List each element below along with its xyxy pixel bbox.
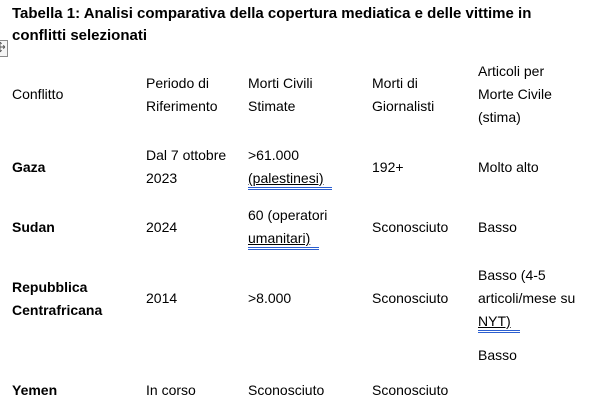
table-row: Repubblica Centrafricana 2014 >8.000 Sco…	[12, 257, 607, 340]
cell-conflitto: Sudan	[12, 218, 55, 235]
cell-articoli: Basso	[478, 218, 517, 235]
umanitari-link[interactable]: umanitari)	[248, 230, 320, 250]
header-row: Conflitto Periodo di Riferimento Morti C…	[12, 52, 607, 137]
articoli-text: Basso	[478, 347, 517, 363]
cell-conflitto: Yemen	[12, 381, 58, 398]
cell-morti-civili: Sconosciuto	[248, 381, 325, 398]
cell-morti-civili: >8.000	[248, 290, 292, 306]
column-header-conflitto: Conflitto	[12, 86, 64, 102]
move-cross-icon	[0, 40, 6, 58]
articoli-text: Basso (4-5 articoli/mese su	[478, 267, 576, 306]
cell-articoli: Basso (4-5 articoli/mese su NYT)	[478, 257, 607, 340]
cell-periodo: 2024	[146, 218, 178, 235]
table-row: Sudan 2024 60 (operatori umanitari) Scon…	[12, 197, 607, 257]
cell-morti-civili: >61.000 (palestinesi)	[248, 137, 372, 197]
column-header-morti-giornalisti: Morti di Giornalisti	[372, 74, 435, 114]
column-header-articoli: Articoli per Morte Civile (stima)	[478, 63, 552, 125]
cell-morti-giornalisti: Sconosciuto	[372, 218, 449, 235]
morti-civili-text: 60 (operatori	[248, 207, 328, 223]
cell-morti-giornalisti: Sconosciuto	[372, 290, 449, 306]
cell-conflitto: Repubblica Centrafricana	[12, 278, 103, 318]
table-row: Gaza Dal 7 ottobre 2023 >61.000 (palesti…	[12, 137, 607, 197]
cell-morti-giornalisti: Sconosciuto	[372, 381, 449, 398]
palestinesi-link-label: (palestinesi)	[248, 170, 324, 186]
umanitari-link-label: umanitari)	[248, 230, 311, 246]
cell-articoli: Molto alto	[478, 158, 539, 175]
table-row: Yemen In corso Sconosciuto Sconosciuto B…	[12, 340, 607, 409]
cell-conflitto: Gaza	[12, 158, 46, 175]
cell-morti-civili: 60 (operatori umanitari)	[248, 197, 372, 257]
table-move-handle[interactable]	[0, 40, 8, 57]
cell-periodo: In corso	[146, 381, 196, 398]
palestinesi-link[interactable]: (palestinesi)	[248, 170, 333, 190]
cell-periodo: Dal 7 ottobre 2023	[146, 147, 227, 186]
cell-articoli: Basso	[478, 340, 607, 409]
nyt-link[interactable]: NYT)	[478, 313, 520, 333]
table-title: Tabella 1: Analisi comparativa della cop…	[12, 5, 532, 44]
morti-civili-text: >61.000	[248, 147, 299, 163]
comparison-table: Conflitto Periodo di Riferimento Morti C…	[12, 52, 607, 409]
nyt-link-label: NYT)	[478, 313, 511, 329]
column-header-periodo: Periodo di Riferimento	[146, 74, 218, 114]
cell-periodo: 2014	[146, 290, 178, 306]
cell-morti-giornalisti: 192+	[372, 158, 404, 175]
column-header-morti-civili: Morti Civili Stimate	[248, 74, 313, 114]
